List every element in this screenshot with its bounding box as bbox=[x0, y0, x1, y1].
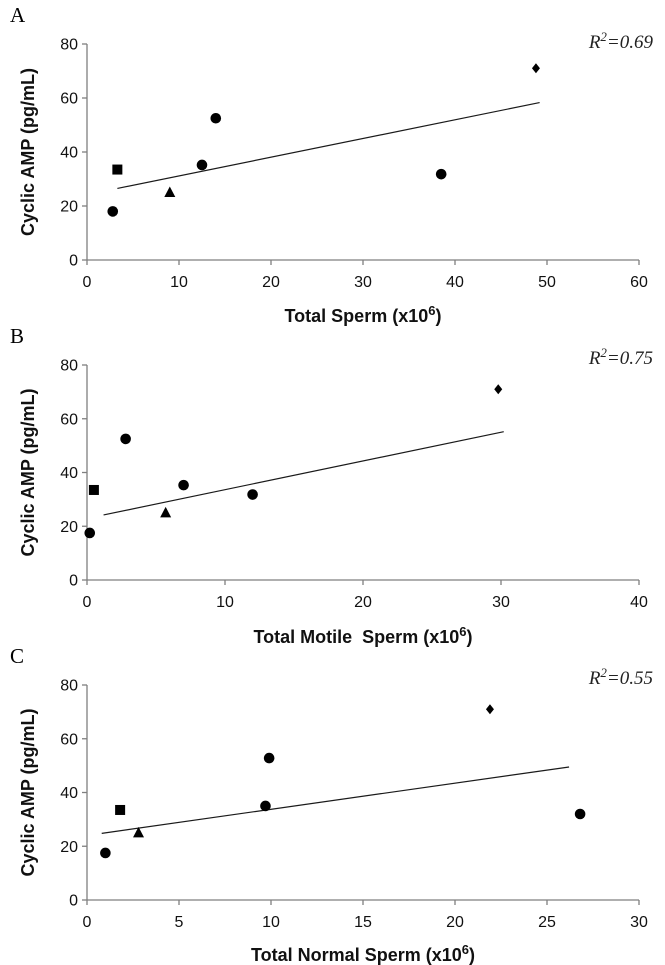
data-point-circle bbox=[260, 800, 271, 812]
y-tick-label: 20 bbox=[60, 519, 78, 536]
data-point-circle bbox=[263, 752, 275, 764]
x-tick-label: 0 bbox=[83, 594, 92, 611]
x-tick-label: 10 bbox=[216, 594, 234, 611]
y-tick-label: 20 bbox=[60, 839, 78, 856]
r-squared-symbol: R bbox=[588, 32, 601, 53]
r-squared-annotation: R2=0.69 bbox=[588, 29, 654, 53]
data-point-circle bbox=[435, 168, 447, 180]
x-tick-label: 10 bbox=[170, 274, 188, 291]
y-tick-label: 60 bbox=[60, 731, 78, 748]
x-axis-title-close: ) bbox=[435, 306, 441, 326]
y-tick-label: 80 bbox=[60, 358, 78, 375]
data-point-circle bbox=[196, 159, 208, 171]
r-squared-annotation: R2=0.75 bbox=[588, 345, 653, 369]
data-point-circle bbox=[178, 479, 189, 491]
x-tick-label: 30 bbox=[492, 594, 510, 611]
r-squared-exponent: 2 bbox=[600, 665, 607, 680]
x-tick-label: 25 bbox=[538, 914, 556, 931]
y-tick-label: 60 bbox=[60, 91, 78, 108]
y-tick-label: 0 bbox=[69, 573, 78, 590]
r-squared-value: =0.55 bbox=[607, 668, 653, 689]
x-tick-label: 20 bbox=[262, 274, 280, 291]
data-point-square bbox=[115, 804, 126, 815]
r-squared-exponent: 2 bbox=[600, 345, 607, 360]
x-axis-title-exponent: 6 bbox=[428, 303, 435, 318]
x-axis-title-exponent: 6 bbox=[459, 624, 466, 639]
data-point-triangle bbox=[164, 186, 176, 197]
x-axis-title-main: Total Sperm (x10 bbox=[285, 306, 429, 326]
y-axis-title: Cyclic AMP (pg/mL) bbox=[18, 708, 38, 876]
panel-letter: B bbox=[10, 324, 24, 348]
trend-line bbox=[103, 431, 504, 516]
chart-panel-a: A 0 20 40 60 80 0 10 20 30 40 50 60 Cyclic AMP (pg/mL… bbox=[10, 3, 653, 326]
y-tick-label: 80 bbox=[60, 37, 78, 54]
data-point-diamond bbox=[494, 384, 503, 395]
chart-panel-c: C 0 20 40 60 80 0 5 10 15 20 25 30 Cyclic AMP (pg/mL)… bbox=[10, 644, 653, 965]
x-tick-label: 30 bbox=[630, 914, 648, 931]
data-point-diamond bbox=[485, 704, 494, 715]
panel-letter: C bbox=[10, 644, 24, 668]
x-axis-title-main: Total Motile Sperm (x10 bbox=[254, 627, 460, 647]
x-tick-label: 20 bbox=[354, 594, 372, 611]
x-tick-label: 60 bbox=[630, 274, 648, 291]
r-squared-value: =0.69 bbox=[607, 32, 654, 53]
data-point-circle bbox=[107, 206, 119, 217]
y-tick-label: 80 bbox=[60, 678, 78, 695]
trend-line bbox=[117, 102, 540, 190]
y-tick-label: 40 bbox=[60, 785, 78, 802]
data-point-diamond bbox=[531, 63, 540, 74]
r-squared-symbol: R bbox=[588, 348, 601, 369]
data-point-square bbox=[112, 164, 123, 175]
panel-letter: A bbox=[10, 3, 26, 27]
data-point-circle bbox=[574, 808, 586, 820]
x-tick-label: 5 bbox=[175, 914, 184, 931]
y-tick-label: 60 bbox=[60, 411, 78, 428]
x-axis-title-exponent: 6 bbox=[462, 942, 469, 957]
data-point-circle bbox=[120, 433, 131, 445]
y-axis-title: Cyclic AMP (pg/mL) bbox=[18, 68, 38, 236]
x-tick-label: 10 bbox=[262, 914, 280, 931]
x-tick-label: 50 bbox=[538, 274, 556, 291]
x-axis-title-close: ) bbox=[469, 945, 475, 965]
y-tick-label: 0 bbox=[69, 253, 78, 270]
x-axis-title: Total Normal Sperm (x106) bbox=[251, 942, 475, 965]
chart-panel-b: B 0 20 40 60 80 0 10 20 30 40 Cyclic AMP (pg/mL) Tot… bbox=[10, 324, 653, 647]
y-tick-label: 40 bbox=[60, 145, 78, 162]
data-point-circle bbox=[210, 112, 222, 124]
x-axis-title-close: ) bbox=[466, 627, 472, 647]
x-tick-label: 0 bbox=[83, 274, 92, 291]
r-squared-value: =0.75 bbox=[607, 348, 653, 369]
x-tick-label: 40 bbox=[630, 594, 648, 611]
data-point-circle bbox=[84, 527, 96, 539]
x-tick-label: 0 bbox=[83, 914, 92, 931]
r-squared-exponent: 2 bbox=[600, 29, 607, 44]
x-axis-title-main: Total Normal Sperm (x10 bbox=[251, 945, 462, 965]
data-point-circle bbox=[100, 847, 111, 859]
r-squared-annotation: R2=0.55 bbox=[588, 665, 653, 689]
x-axis-title: Total Motile Sperm (x106) bbox=[254, 624, 473, 647]
y-axis-title: Cyclic AMP (pg/mL) bbox=[18, 388, 38, 556]
trend-line bbox=[101, 766, 570, 834]
x-tick-label: 40 bbox=[446, 274, 464, 291]
y-tick-label: 40 bbox=[60, 465, 78, 482]
x-tick-label: 15 bbox=[354, 914, 372, 931]
x-tick-label: 30 bbox=[354, 274, 372, 291]
data-point-triangle bbox=[133, 826, 145, 838]
y-tick-label: 20 bbox=[60, 199, 78, 216]
data-point-circle bbox=[247, 489, 258, 500]
data-point-triangle bbox=[160, 506, 172, 518]
x-axis-title: Total Sperm (x106) bbox=[285, 303, 442, 326]
y-tick-label: 0 bbox=[69, 893, 78, 910]
r-squared-symbol: R bbox=[588, 668, 601, 689]
x-tick-label: 20 bbox=[446, 914, 464, 931]
data-point-square bbox=[88, 484, 99, 495]
